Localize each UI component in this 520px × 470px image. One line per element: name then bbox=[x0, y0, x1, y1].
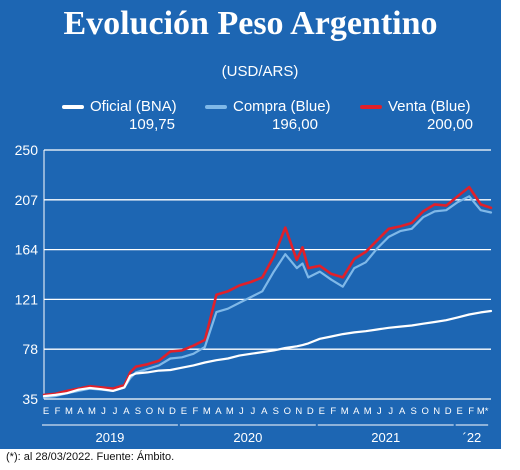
month-label: A bbox=[353, 406, 360, 417]
legend-swatch-compra bbox=[205, 105, 227, 109]
legend-label: Venta (Blue) bbox=[388, 98, 471, 115]
legend-value: 109,75 bbox=[129, 116, 175, 133]
month-label: F bbox=[330, 406, 336, 417]
month-label: S bbox=[273, 406, 279, 417]
month-label: A bbox=[261, 406, 268, 417]
month-label: M bbox=[88, 406, 96, 417]
month-label: J bbox=[250, 406, 255, 417]
unit-label: (USD/ARS) bbox=[221, 63, 299, 80]
month-label: O bbox=[284, 406, 291, 417]
month-label: O bbox=[146, 406, 153, 417]
month-label: S bbox=[411, 406, 417, 417]
month-label: M* bbox=[477, 406, 489, 417]
series-line-oficial bbox=[42, 309, 493, 398]
month-label: J bbox=[388, 406, 393, 417]
series-line-venta bbox=[42, 185, 493, 397]
month-label: A bbox=[215, 406, 222, 417]
month-label: A bbox=[123, 406, 130, 417]
month-label: D bbox=[307, 406, 314, 417]
month-label: M bbox=[364, 406, 372, 417]
month-label: E bbox=[457, 406, 463, 417]
legend-item-compra: Compra (Blue) 196,00 bbox=[205, 98, 365, 134]
legend-label: Oficial (BNA) bbox=[90, 98, 177, 115]
year-label: ´22 bbox=[463, 430, 482, 445]
month-label: A bbox=[399, 406, 406, 417]
month-label: J bbox=[239, 406, 244, 417]
year-label: 2021 bbox=[371, 430, 400, 445]
y-tick-label: 250 bbox=[15, 142, 39, 158]
legend-value: 200,00 bbox=[427, 116, 473, 133]
month-label: N bbox=[157, 406, 164, 417]
month-label: E bbox=[181, 406, 187, 417]
month-label: J bbox=[101, 406, 106, 417]
legend-label: Compra (Blue) bbox=[233, 98, 331, 115]
y-tick-label: 78 bbox=[22, 341, 38, 357]
month-label: N bbox=[433, 406, 440, 417]
month-label: N bbox=[295, 406, 302, 417]
month-label: E bbox=[319, 406, 325, 417]
legend-item-oficial: Oficial (BNA) 109,75 bbox=[62, 98, 222, 134]
legend-swatch-venta bbox=[360, 105, 382, 109]
month-label: M bbox=[203, 406, 211, 417]
y-tick-label: 207 bbox=[15, 192, 39, 208]
footnote: (*): al 28/03/2022. Fuente: Ámbito. bbox=[6, 451, 175, 463]
y-tick-label: 35 bbox=[22, 391, 38, 407]
month-label: M bbox=[65, 406, 73, 417]
legend-swatch-oficial bbox=[62, 105, 84, 109]
chart-title: Evolución Peso Argentino bbox=[63, 5, 438, 42]
month-label: D bbox=[445, 406, 452, 417]
month-label: J bbox=[113, 406, 118, 417]
y-tick-label: 121 bbox=[15, 291, 39, 307]
month-label: S bbox=[135, 406, 141, 417]
month-label: J bbox=[377, 406, 382, 417]
month-label: F bbox=[468, 406, 474, 417]
month-label: A bbox=[77, 406, 84, 417]
month-label: M bbox=[341, 406, 349, 417]
month-label: O bbox=[422, 406, 429, 417]
year-label: 2020 bbox=[233, 430, 262, 445]
year-label: 2019 bbox=[95, 430, 124, 445]
month-label: E bbox=[43, 406, 49, 417]
y-tick-label: 164 bbox=[15, 242, 39, 258]
legend-value: 196,00 bbox=[272, 116, 318, 133]
plot-area bbox=[44, 150, 491, 399]
month-label: M bbox=[226, 406, 234, 417]
legend-item-venta: Venta (Blue) 200,00 bbox=[360, 98, 520, 134]
month-label: F bbox=[55, 406, 61, 417]
month-label: F bbox=[192, 406, 198, 417]
month-label: D bbox=[169, 406, 176, 417]
